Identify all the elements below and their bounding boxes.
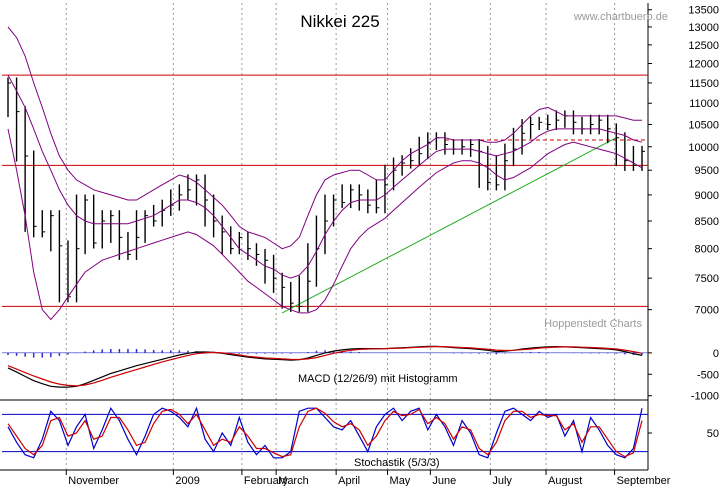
- month-label: April: [338, 475, 360, 486]
- watermark-url: www.chartbuero.de: [573, 11, 668, 23]
- y-tick-label: 50: [707, 428, 719, 440]
- overlay-lines: [2, 74, 648, 453]
- macd-line: [7, 345, 643, 388]
- source-label: Hoppenstedt Charts: [544, 318, 642, 330]
- y-tick-label: 12500: [688, 40, 719, 52]
- y-tick-label: -500: [697, 369, 719, 381]
- y-tick-label: 0: [713, 348, 719, 360]
- y-tick-label: 7000: [695, 305, 719, 317]
- y-tick-label: 11000: [689, 98, 719, 110]
- signal-line: [7, 346, 643, 387]
- stoch-k-line: [7, 406, 643, 459]
- month-label: February: [244, 475, 289, 486]
- chart-title: Nikkei 225: [300, 12, 379, 31]
- y-tick-label: 11500: [689, 78, 719, 90]
- month-label: March: [278, 475, 309, 486]
- month-label: 2009: [175, 475, 199, 486]
- month-label: June: [432, 475, 456, 486]
- stoch-d-line: [7, 407, 643, 458]
- bollinger-upper-line: [7, 26, 642, 250]
- y-tick-label: 10000: [688, 142, 719, 154]
- bollinger-middle-line: [7, 74, 643, 279]
- y-tick-label: 7500: [695, 273, 719, 285]
- month-label: May: [390, 475, 411, 486]
- month-label: July: [492, 475, 512, 486]
- month-label: September: [617, 475, 671, 486]
- trend-line: [281, 137, 617, 314]
- month-label: November: [68, 475, 119, 486]
- panel-frames: [0, 3, 649, 471]
- stochastic-label: Stochastik (5/3/3): [354, 457, 440, 469]
- y-tick-label: 10500: [688, 119, 719, 131]
- y-tick-label: 13000: [688, 22, 719, 34]
- y-tick-label: 8500: [695, 216, 719, 228]
- y-tick-label: 9500: [695, 165, 719, 177]
- y-tick-label: 9000: [695, 190, 719, 202]
- macd-label: MACD (12/26/9) mit Histogramm: [298, 373, 458, 385]
- y-axis-ticks: 7000 7500 8000 8500 9000 9500 10000 10500 11000 1…: [648, 5, 719, 440]
- y-tick-label: -1000: [691, 391, 719, 403]
- y-tick-label: 13500: [688, 5, 719, 17]
- series-layer: [7, 26, 645, 459]
- month-label: August: [548, 475, 582, 486]
- bollinger-lower-line: [7, 128, 643, 321]
- y-tick-label: 12000: [688, 59, 719, 71]
- y-tick-label: 8000: [695, 244, 719, 256]
